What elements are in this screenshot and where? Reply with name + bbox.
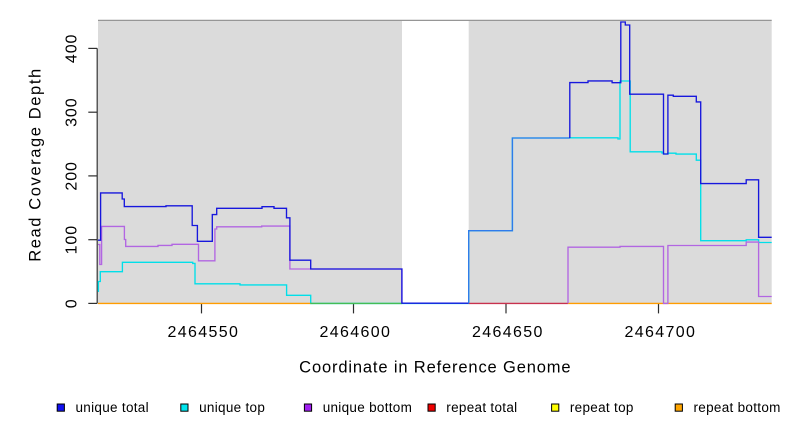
svg-text:400: 400 <box>64 34 81 63</box>
svg-text:Coordinate in Reference Genome: Coordinate in Reference Genome <box>299 359 571 377</box>
svg-text:100: 100 <box>64 225 81 254</box>
svg-text:unique top: unique top <box>199 400 265 415</box>
svg-text:2464700: 2464700 <box>625 324 697 341</box>
svg-text:unique total: unique total <box>76 400 149 415</box>
svg-text:2464600: 2464600 <box>320 324 392 341</box>
svg-text:2464650: 2464650 <box>472 324 544 341</box>
svg-text:repeat total: repeat total <box>446 400 517 415</box>
svg-text:200: 200 <box>64 161 81 190</box>
svg-text:300: 300 <box>64 97 81 126</box>
svg-text:Read Coverage Depth: Read Coverage Depth <box>26 67 44 262</box>
svg-text:repeat top: repeat top <box>570 400 634 415</box>
svg-text:0: 0 <box>64 298 81 308</box>
svg-text:2464550: 2464550 <box>168 324 240 341</box>
svg-text:repeat bottom: repeat bottom <box>694 400 781 415</box>
svg-text:unique bottom: unique bottom <box>323 400 412 415</box>
